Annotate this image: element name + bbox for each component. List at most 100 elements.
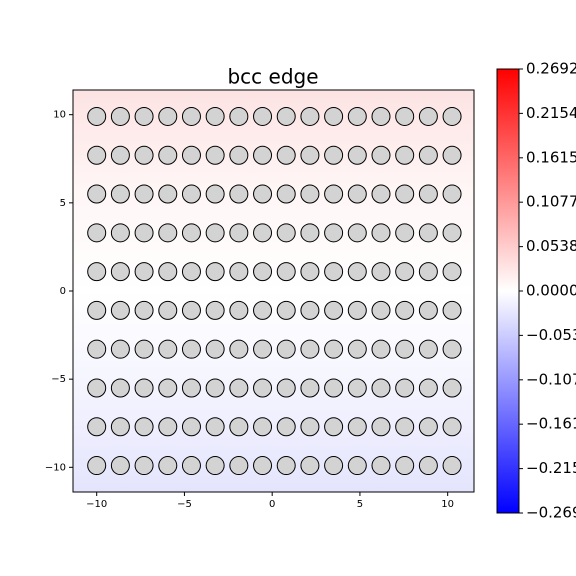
atom	[395, 223, 415, 243]
atom	[276, 378, 296, 398]
atom	[134, 300, 154, 320]
atom	[229, 223, 249, 243]
atom	[347, 184, 367, 204]
atom	[395, 417, 415, 437]
atom	[87, 106, 107, 126]
y-tick-label: 10	[53, 110, 66, 121]
atom	[158, 184, 178, 204]
atom	[442, 300, 462, 320]
atom	[347, 378, 367, 398]
atom	[371, 339, 391, 359]
atom	[276, 456, 296, 476]
atom	[205, 106, 225, 126]
colorbar-tick-label: 0.2692	[526, 60, 576, 78]
atom	[418, 339, 438, 359]
atom	[158, 417, 178, 437]
atom	[276, 145, 296, 165]
atom	[181, 106, 201, 126]
atom	[87, 262, 107, 282]
atom	[300, 417, 320, 437]
atom	[87, 184, 107, 204]
colorbar-tick-label: 0.1077	[526, 193, 576, 211]
atom	[371, 456, 391, 476]
atom	[134, 456, 154, 476]
atom	[324, 339, 344, 359]
atom	[276, 300, 296, 320]
colorbar-tick-label: −0.1077	[526, 370, 576, 388]
colorbar-tick-label: −0.1615	[526, 415, 576, 433]
atom	[134, 378, 154, 398]
atom	[347, 223, 367, 243]
chart-title: bcc edge	[227, 65, 318, 89]
atom	[395, 106, 415, 126]
atom	[395, 145, 415, 165]
atom	[253, 262, 273, 282]
atom	[134, 417, 154, 437]
atom	[181, 145, 201, 165]
atom	[134, 106, 154, 126]
atom	[442, 378, 462, 398]
atom	[395, 262, 415, 282]
atom	[205, 417, 225, 437]
atom	[110, 378, 130, 398]
atom	[181, 262, 201, 282]
atom	[300, 339, 320, 359]
colorbar	[496, 68, 520, 514]
atom	[134, 339, 154, 359]
atom	[276, 339, 296, 359]
atom	[347, 106, 367, 126]
atom	[418, 456, 438, 476]
atom	[442, 106, 462, 126]
atom	[134, 145, 154, 165]
atom	[324, 300, 344, 320]
x-tick-label: 0	[269, 499, 275, 510]
colorbar-tick-label: 0.2154	[526, 104, 576, 122]
atom	[229, 378, 249, 398]
atom	[324, 262, 344, 282]
colorbar-tick-label: −0.2154	[526, 459, 576, 477]
y-tick-label: −10	[45, 462, 66, 473]
atom	[324, 223, 344, 243]
atom	[87, 339, 107, 359]
atom	[276, 417, 296, 437]
atom	[442, 184, 462, 204]
atom	[253, 145, 273, 165]
atom	[158, 378, 178, 398]
atom	[158, 106, 178, 126]
atom	[347, 262, 367, 282]
atom	[347, 339, 367, 359]
colorbar-tick-label: 0.0000	[526, 282, 576, 300]
atom	[158, 262, 178, 282]
atom	[205, 300, 225, 320]
atom	[418, 300, 438, 320]
atom	[110, 300, 130, 320]
atom	[181, 184, 201, 204]
atom	[442, 145, 462, 165]
atom	[395, 300, 415, 320]
x-tick-label: −10	[86, 499, 107, 510]
atom	[110, 145, 130, 165]
atom	[110, 223, 130, 243]
atom	[418, 262, 438, 282]
atom	[158, 223, 178, 243]
atom	[347, 456, 367, 476]
atom	[158, 300, 178, 320]
atom	[300, 145, 320, 165]
atom	[253, 417, 273, 437]
atom	[324, 417, 344, 437]
atom	[205, 456, 225, 476]
atom	[87, 417, 107, 437]
colorbar-tick-label: 0.1615	[526, 148, 576, 166]
atom	[418, 106, 438, 126]
atom	[87, 456, 107, 476]
atom	[276, 223, 296, 243]
atom	[110, 339, 130, 359]
atom	[442, 417, 462, 437]
atom	[229, 145, 249, 165]
atom	[276, 184, 296, 204]
atom	[205, 339, 225, 359]
atom	[324, 145, 344, 165]
atom	[158, 339, 178, 359]
y-tick-label: 0	[60, 286, 66, 297]
